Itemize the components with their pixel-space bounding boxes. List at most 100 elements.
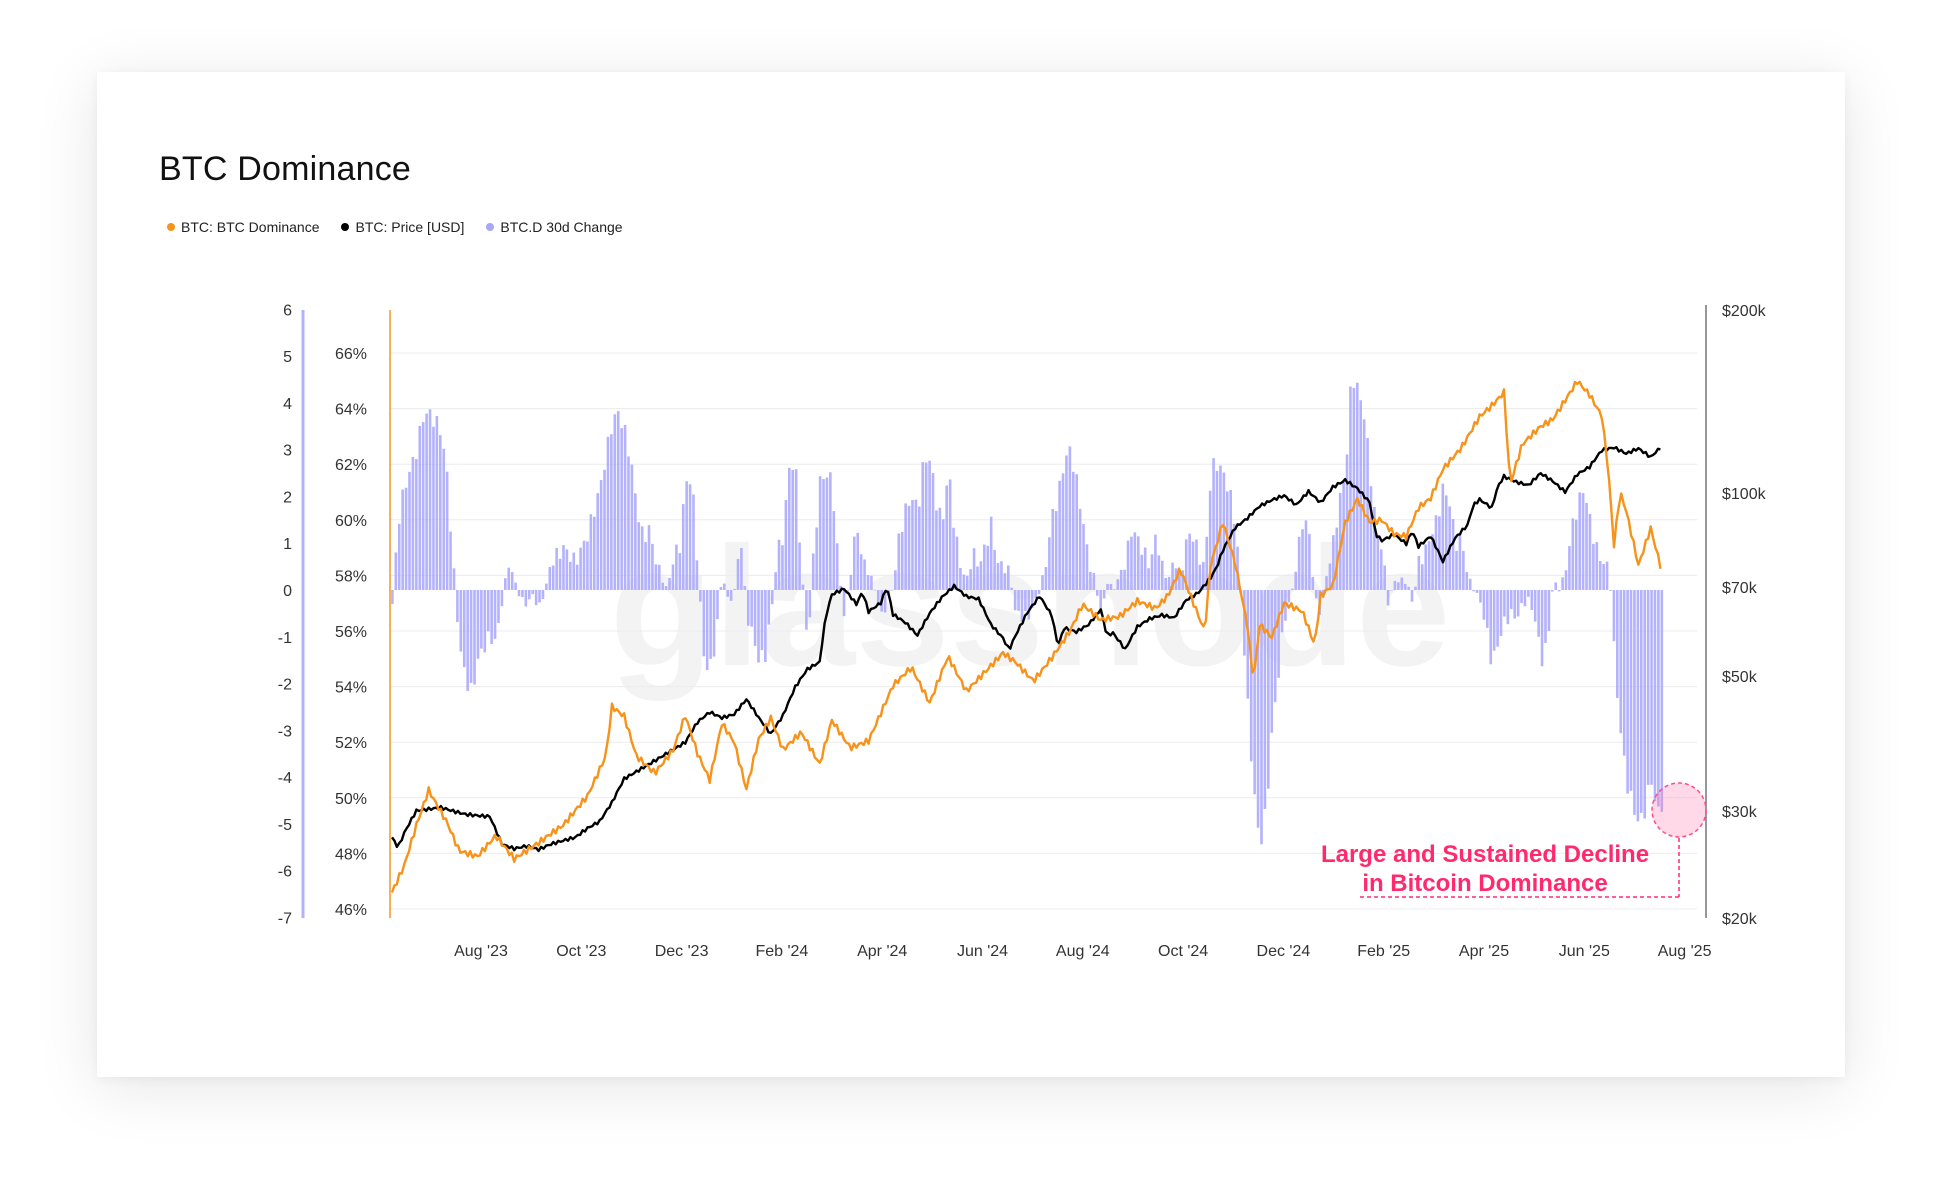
change-bar (664, 586, 668, 590)
change-bar (1431, 534, 1434, 590)
change-bar (1106, 583, 1109, 590)
change-bar (1492, 590, 1496, 651)
change-bar (1058, 480, 1061, 590)
change-bar (483, 590, 487, 653)
change-bar (1626, 590, 1629, 794)
change-bar (1362, 419, 1366, 590)
change-bar (459, 590, 463, 652)
legend-item-change[interactable]: BTC.D 30d Change (486, 219, 623, 235)
change-bar (1451, 519, 1455, 590)
change-bar (832, 511, 836, 590)
change-bar (527, 590, 531, 600)
change-bar (695, 560, 699, 590)
change-bar (651, 543, 654, 590)
change-bar (788, 467, 791, 590)
change-bar (1403, 583, 1407, 590)
change-bar (729, 590, 733, 601)
change-bar (938, 507, 942, 590)
change-bar (418, 425, 422, 590)
change-bar (1270, 590, 1274, 733)
change-bar (1013, 590, 1017, 611)
change-bar (1075, 474, 1079, 590)
change-axis-tick-label: 1 (283, 536, 292, 553)
change-bar (640, 526, 644, 590)
change-bar (1650, 590, 1653, 785)
change-bar (1622, 590, 1626, 756)
x-axis-tick-label: Aug '25 (1658, 943, 1712, 960)
change-bar (1116, 579, 1120, 590)
change-bar (1030, 590, 1034, 608)
change-bar (565, 549, 569, 590)
change-bar (394, 552, 398, 590)
change-bar (1085, 544, 1089, 590)
change-bar (1325, 576, 1328, 590)
change-bar (1639, 590, 1643, 813)
change-bar (890, 589, 894, 591)
change-bar (1328, 563, 1332, 590)
legend-label-price: BTC: Price [USD] (355, 219, 465, 235)
legend-label-dominance: BTC: BTC Dominance (181, 219, 320, 235)
change-bar (811, 553, 815, 590)
change-bar (1571, 518, 1575, 590)
change-bar (486, 590, 490, 632)
change-bar (1222, 472, 1226, 590)
x-axis-tick-label: Jun '24 (957, 943, 1008, 960)
change-bar (829, 472, 832, 590)
dominance-axis-tick-label: 48% (335, 846, 367, 863)
change-bar (1424, 544, 1428, 590)
x-axis-tick-label: Apr '25 (1459, 943, 1509, 960)
change-bar (1092, 572, 1096, 590)
change-axis-tick-label: -2 (278, 677, 292, 694)
change-bar (404, 487, 408, 590)
change-bar (743, 586, 747, 590)
dominance-axis-tick-label: 52% (335, 735, 367, 752)
change-bar (900, 531, 904, 590)
change-bar (462, 590, 466, 668)
change-bar (1147, 568, 1150, 590)
change-axis-tick-label: -5 (278, 817, 292, 834)
change-bar (770, 590, 774, 605)
change-axis-tick-label: -4 (278, 770, 292, 787)
change-bar (411, 456, 415, 590)
change-bar (1574, 519, 1578, 590)
legend-item-dominance[interactable]: BTC: BTC Dominance (167, 219, 319, 235)
change-bar (1540, 590, 1544, 667)
change-bar (558, 558, 562, 590)
change-bar (976, 566, 979, 590)
change-bar (1191, 541, 1195, 590)
change-bar (1236, 546, 1239, 590)
change-axis-tick-label: 6 (283, 302, 292, 319)
change-bar (1345, 454, 1349, 590)
change-bar (1051, 509, 1055, 590)
change-bar (1082, 524, 1085, 590)
change-bar (1598, 560, 1602, 590)
change-bar (637, 522, 641, 590)
change-bar (801, 584, 805, 590)
change-bar (835, 543, 839, 590)
change-bar (586, 541, 589, 590)
change-bar (657, 564, 661, 590)
change-bar (1119, 569, 1123, 590)
change-bar (1113, 589, 1116, 590)
price-axis-tick-label: $200k (1722, 303, 1767, 320)
change-bar (1441, 483, 1445, 590)
legend-item-price[interactable]: BTC: Price [USD] (341, 219, 464, 235)
change-bar (445, 471, 449, 590)
change-bar (1256, 590, 1260, 828)
change-bar (1184, 539, 1188, 590)
change-bar (914, 499, 918, 590)
change-bar (1301, 529, 1304, 590)
change-bar (870, 575, 873, 590)
change-bar (1297, 536, 1301, 590)
change-bar (1366, 438, 1369, 590)
change-bar (1482, 590, 1486, 620)
change-bar (456, 590, 459, 623)
change-bar (904, 503, 907, 590)
change-bar (1010, 587, 1014, 590)
change-bar (476, 590, 480, 659)
change-bar (1178, 571, 1181, 590)
change-axis-tick-label: 2 (283, 489, 292, 506)
change-bar (842, 590, 846, 617)
change-bar (1198, 564, 1202, 590)
